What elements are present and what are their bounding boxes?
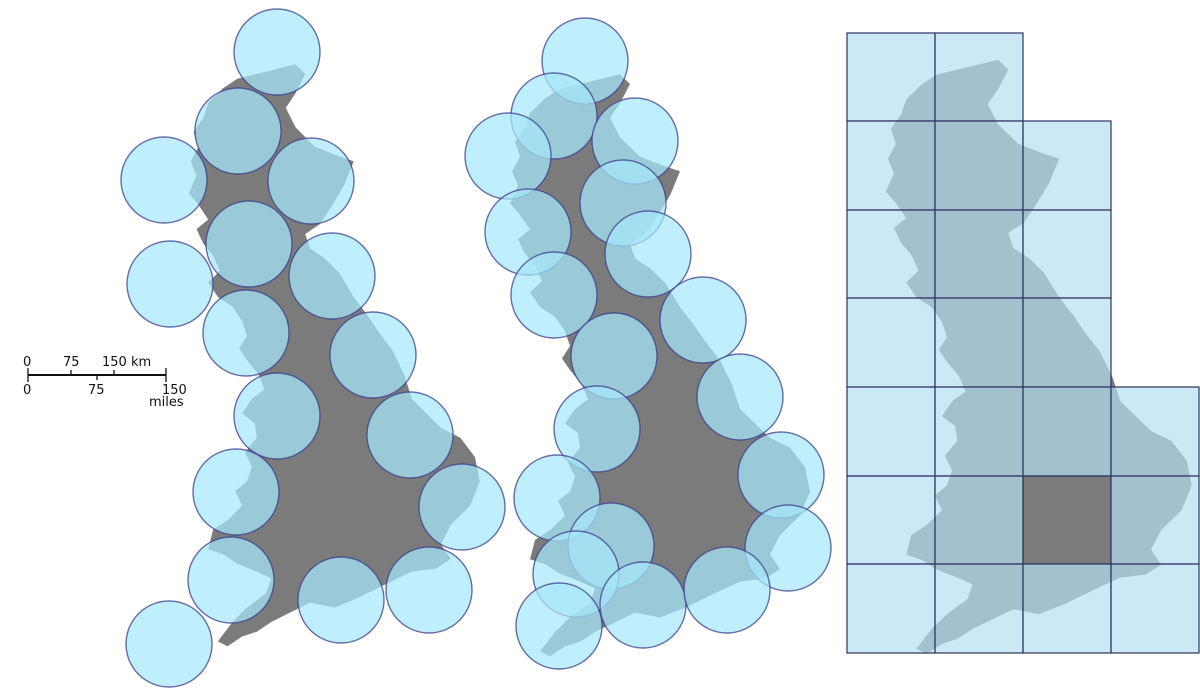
- left-coverage-circle-5: [205, 200, 293, 288]
- left-coverage-circle-7: [288, 232, 376, 320]
- scale-km-label-75: 75: [63, 355, 80, 370]
- left-coverage-circle-4: [267, 137, 355, 225]
- grid-cell-r4-c3: [1110, 386, 1200, 477]
- middle-coverage-circle-10: [570, 312, 658, 400]
- grid-cell-r2-c1: [934, 209, 1024, 299]
- left-coverage-circle-15: [297, 556, 385, 644]
- map-grid-right: [846, 32, 1200, 654]
- grid-cell-r0-c0: [846, 32, 936, 122]
- middle-coverage-circle-11: [696, 353, 784, 441]
- scale-mi-label-0: 0: [23, 383, 31, 398]
- grid-cell-r1-c1: [934, 120, 1024, 211]
- grid-cell-r1-c0: [846, 120, 936, 211]
- map-circles-left: [120, 8, 506, 688]
- scale-bar: 0 75 150 km 0 75 150 miles: [23, 355, 187, 410]
- grid-cell-r4-c1: [934, 386, 1024, 477]
- left-coverage-circle-10: [233, 372, 321, 460]
- left-coverage-circle-3: [120, 136, 208, 224]
- grid-cell-r6-c1: [934, 563, 1024, 654]
- middle-coverage-circle-8: [510, 251, 598, 339]
- scale-miles-unit: miles: [149, 395, 184, 410]
- grid-cell-r2-c0: [846, 209, 936, 299]
- grid-cell-r5-c0: [846, 475, 936, 565]
- grid-cell-r2-c2: [1022, 209, 1112, 299]
- left-coverage-circle-17: [125, 600, 213, 688]
- grid-cell-r3-c2: [1022, 297, 1112, 388]
- left-coverage-circle-9: [329, 311, 417, 399]
- middle-coverage-circle-12: [553, 385, 641, 473]
- middle-coverage-circle-19: [683, 546, 771, 634]
- grid-cell-r3-c0: [846, 297, 936, 388]
- grid-cell-r3-c1: [934, 297, 1024, 388]
- left-coverage-circle-6: [126, 240, 214, 328]
- left-coverage-circle-13: [418, 463, 506, 551]
- scale-mi-label-150: 150: [162, 383, 187, 398]
- map-circles-middle: [464, 17, 832, 670]
- left-coverage-circle-12: [192, 448, 280, 536]
- scale-km-label-150: 150 km: [102, 355, 151, 370]
- grid-cell-r0-c1: [934, 32, 1024, 122]
- grid-cell-r4-c2: [1022, 386, 1112, 477]
- grid-cell-r5-c3: [1110, 475, 1200, 565]
- scale-km-label-0: 0: [23, 355, 31, 370]
- left-coverage-circle-1: [233, 8, 321, 96]
- left-coverage-circle-11: [366, 391, 454, 479]
- grid-cell-r1-c2: [1022, 120, 1112, 211]
- middle-coverage-circle-7: [604, 210, 692, 298]
- left-coverage-circle-16: [385, 546, 473, 634]
- middle-coverage-circle-4: [464, 112, 552, 200]
- grid-cell-r5-c1: [934, 475, 1024, 565]
- grid-cell-r4-c0: [846, 386, 936, 477]
- grid-cell-r6-c0: [846, 563, 936, 654]
- left-coverage-circle-8: [202, 289, 290, 377]
- middle-coverage-circle-16: [744, 504, 832, 592]
- grid-cell-r6-c2: [1022, 563, 1112, 654]
- left-coverage-circle-14: [187, 536, 275, 624]
- middle-coverage-circle-9: [659, 276, 747, 364]
- scale-mi-label-75: 75: [88, 383, 105, 398]
- middle-coverage-circle-18: [599, 561, 687, 649]
- grid-cell-r6-c3: [1110, 563, 1200, 654]
- middle-coverage-circle-20: [515, 582, 603, 670]
- left-coverage-circle-2: [194, 87, 282, 175]
